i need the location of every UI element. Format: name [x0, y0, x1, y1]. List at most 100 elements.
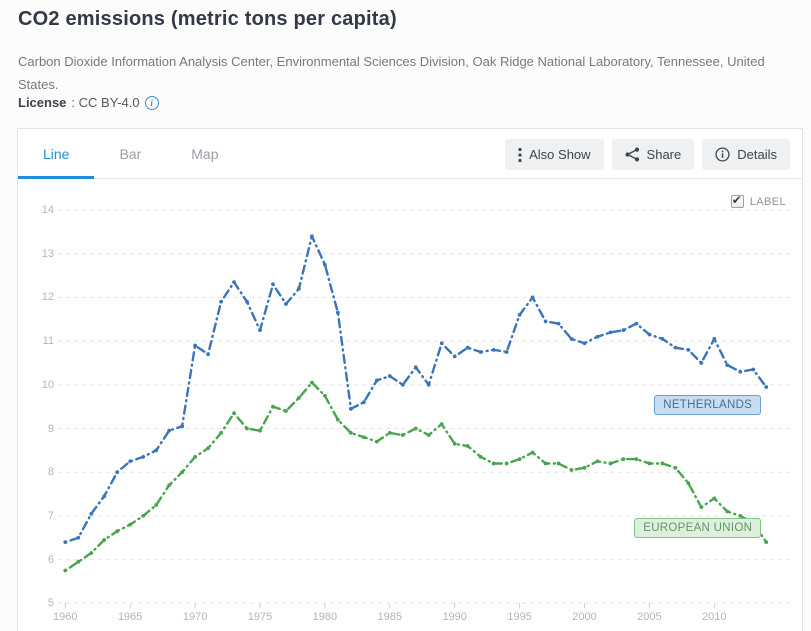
y-axis-tick-label: 12	[41, 291, 54, 304]
page-header: CO2 emissions (metric tons per capita)	[18, 8, 798, 31]
data-point	[517, 457, 522, 461]
chart-canvas	[58, 209, 791, 609]
toolbar-buttons: Also Show Share Details	[505, 139, 790, 170]
data-point	[712, 337, 717, 341]
data-point	[258, 328, 262, 333]
data-point	[686, 347, 691, 352]
data-point	[491, 461, 496, 466]
tab-map[interactable]: Map	[191, 145, 219, 162]
data-point	[102, 494, 107, 499]
data-point	[452, 354, 457, 359]
data-point	[595, 459, 600, 464]
data-point	[764, 540, 769, 545]
data-point	[348, 406, 353, 411]
data-point	[439, 341, 444, 346]
also-show-button[interactable]: Also Show	[505, 139, 604, 170]
data-point	[660, 337, 665, 341]
data-point	[465, 345, 470, 350]
details-button[interactable]: Details	[702, 139, 790, 170]
data-point	[63, 540, 68, 545]
data-point	[491, 347, 496, 352]
data-point	[413, 426, 418, 431]
data-point	[89, 511, 94, 516]
data-point	[335, 310, 340, 315]
x-axis-tick-label: 2000	[572, 611, 597, 624]
x-axis-tick-label: 1965	[117, 611, 143, 624]
data-point	[128, 522, 133, 527]
data-point	[712, 496, 717, 501]
data-point	[660, 461, 665, 466]
data-point	[374, 439, 379, 444]
data-point	[297, 396, 301, 400]
data-point	[180, 470, 185, 475]
y-axis-tick-label: 10	[41, 378, 54, 391]
x-axis-tick-label: 1990	[442, 611, 467, 624]
data-point	[400, 433, 405, 437]
data-point	[647, 332, 652, 337]
data-point	[193, 343, 198, 348]
data-point	[154, 448, 159, 453]
data-point	[361, 400, 366, 405]
data-point	[673, 465, 678, 470]
tab-bar: Line Bar Map Also Show Share	[18, 129, 802, 179]
y-axis-tick-label: 7	[47, 509, 54, 522]
data-point	[426, 382, 431, 387]
data-point	[608, 461, 613, 466]
data-point	[647, 461, 652, 466]
data-point	[115, 529, 120, 534]
tab-bar-chart[interactable]: Bar	[119, 145, 142, 162]
label-toggle[interactable]: ✔ LABEL	[730, 193, 786, 208]
data-point	[297, 286, 301, 291]
data-point	[634, 321, 639, 326]
data-point	[206, 446, 210, 451]
x-axis-tick-label: 1975	[247, 611, 273, 624]
label-checkbox[interactable]: ✔	[730, 193, 744, 208]
checkmark-icon: ✔	[731, 193, 742, 207]
data-point	[361, 435, 366, 440]
data-point	[478, 455, 483, 459]
data-point	[465, 444, 470, 448]
data-point	[141, 455, 146, 459]
data-point	[193, 455, 198, 459]
label-toggle-text: LABEL	[749, 195, 786, 208]
data-point	[556, 321, 561, 326]
data-point	[387, 374, 392, 378]
data-point	[582, 341, 587, 346]
license-info-icon[interactable]: i	[144, 95, 159, 110]
license-label: License	[18, 95, 67, 110]
page-title: CO2 emissions (metric tons per capita)	[18, 8, 397, 30]
data-point	[245, 299, 249, 304]
data-point	[76, 559, 81, 564]
data-point	[258, 428, 262, 433]
data-point	[374, 378, 379, 383]
y-axis-tick-label: 11	[42, 335, 54, 348]
data-point	[400, 382, 405, 387]
data-point	[323, 393, 327, 398]
data-point	[89, 551, 94, 555]
data-point	[621, 328, 626, 333]
data-point	[517, 312, 522, 317]
dataset-source-text: Carbon Dioxide Information Analysis Cent…	[18, 54, 765, 92]
data-point	[621, 457, 626, 461]
data-point	[206, 352, 210, 357]
data-point	[725, 363, 730, 368]
data-point	[154, 503, 159, 507]
data-point	[128, 459, 133, 464]
y-axis-tick-label: 9	[47, 422, 54, 435]
share-icon	[625, 147, 639, 162]
share-button[interactable]: Share	[611, 139, 695, 170]
tab-line[interactable]: Line	[18, 129, 95, 179]
data-point	[63, 568, 68, 573]
data-point	[725, 509, 730, 514]
data-point	[167, 483, 172, 488]
data-point	[219, 430, 223, 435]
data-point	[323, 262, 327, 267]
x-axis-tick-label: 2005	[637, 611, 662, 624]
data-point	[452, 441, 457, 446]
data-point	[167, 428, 172, 433]
series-line-0	[64, 235, 768, 544]
data-point	[478, 350, 483, 354]
data-point	[310, 234, 314, 239]
data-point	[504, 350, 509, 354]
info-icon	[715, 147, 730, 162]
